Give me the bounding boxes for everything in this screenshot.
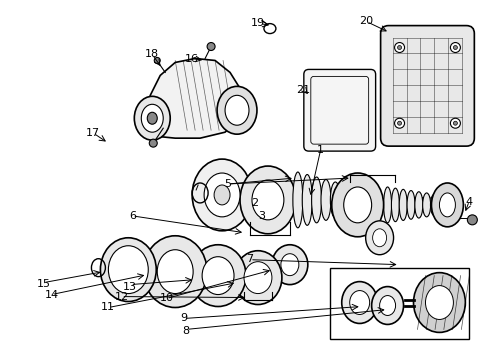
Ellipse shape bbox=[147, 112, 157, 124]
Ellipse shape bbox=[449, 118, 459, 128]
Ellipse shape bbox=[390, 188, 399, 222]
Text: 14: 14 bbox=[45, 290, 59, 300]
Ellipse shape bbox=[467, 215, 476, 225]
Text: 13: 13 bbox=[122, 282, 137, 292]
Ellipse shape bbox=[379, 296, 395, 315]
Text: 11: 11 bbox=[101, 302, 115, 312]
Ellipse shape bbox=[214, 185, 229, 205]
Ellipse shape bbox=[244, 262, 271, 293]
FancyBboxPatch shape bbox=[303, 69, 375, 151]
Ellipse shape bbox=[311, 177, 321, 223]
Text: 16: 16 bbox=[184, 54, 199, 64]
Ellipse shape bbox=[292, 172, 302, 228]
Ellipse shape bbox=[100, 238, 156, 302]
Ellipse shape bbox=[339, 184, 349, 215]
Ellipse shape bbox=[422, 193, 430, 217]
Text: 12: 12 bbox=[114, 292, 128, 302]
Ellipse shape bbox=[302, 175, 311, 225]
Ellipse shape bbox=[343, 187, 371, 223]
Text: 18: 18 bbox=[144, 49, 159, 59]
Ellipse shape bbox=[394, 118, 404, 128]
FancyBboxPatch shape bbox=[380, 26, 473, 146]
Ellipse shape bbox=[217, 86, 256, 134]
Ellipse shape bbox=[149, 139, 157, 147]
Text: 17: 17 bbox=[86, 129, 100, 138]
Ellipse shape bbox=[413, 273, 465, 332]
Ellipse shape bbox=[320, 180, 330, 220]
Ellipse shape bbox=[425, 285, 452, 319]
Ellipse shape bbox=[406, 190, 414, 219]
Text: 2: 2 bbox=[250, 198, 257, 208]
Ellipse shape bbox=[414, 192, 422, 218]
Text: 21: 21 bbox=[295, 85, 309, 95]
Ellipse shape bbox=[141, 104, 163, 132]
Ellipse shape bbox=[271, 245, 307, 285]
Ellipse shape bbox=[439, 193, 454, 217]
Text: 5: 5 bbox=[224, 179, 230, 189]
Ellipse shape bbox=[398, 189, 407, 220]
Ellipse shape bbox=[330, 182, 340, 218]
Ellipse shape bbox=[383, 187, 391, 223]
Ellipse shape bbox=[202, 257, 234, 294]
Text: 4: 4 bbox=[464, 197, 471, 207]
Text: 20: 20 bbox=[359, 17, 373, 27]
Text: 19: 19 bbox=[250, 18, 264, 28]
Ellipse shape bbox=[371, 287, 403, 324]
Ellipse shape bbox=[429, 194, 438, 216]
Ellipse shape bbox=[207, 42, 215, 50]
Text: 3: 3 bbox=[258, 211, 264, 221]
Ellipse shape bbox=[234, 251, 281, 305]
Ellipse shape bbox=[397, 45, 401, 50]
Text: 10: 10 bbox=[159, 293, 173, 303]
Ellipse shape bbox=[331, 173, 383, 237]
Ellipse shape bbox=[372, 229, 386, 247]
Text: 6: 6 bbox=[128, 211, 136, 221]
Ellipse shape bbox=[203, 173, 240, 217]
Ellipse shape bbox=[365, 221, 393, 255]
Ellipse shape bbox=[224, 95, 248, 125]
Ellipse shape bbox=[341, 282, 377, 323]
Ellipse shape bbox=[134, 96, 170, 140]
Ellipse shape bbox=[157, 250, 193, 293]
Text: 15: 15 bbox=[37, 279, 50, 289]
Ellipse shape bbox=[397, 121, 401, 125]
Ellipse shape bbox=[240, 166, 295, 234]
Text: 7: 7 bbox=[245, 254, 252, 264]
Ellipse shape bbox=[143, 236, 207, 307]
Ellipse shape bbox=[108, 246, 148, 293]
Text: 1: 1 bbox=[316, 144, 323, 154]
Ellipse shape bbox=[192, 159, 251, 231]
Polygon shape bbox=[145, 58, 242, 138]
Ellipse shape bbox=[430, 183, 463, 227]
Ellipse shape bbox=[190, 245, 245, 306]
Text: 8: 8 bbox=[182, 325, 189, 336]
FancyBboxPatch shape bbox=[329, 268, 468, 339]
Ellipse shape bbox=[452, 45, 456, 50]
Ellipse shape bbox=[349, 291, 369, 315]
Ellipse shape bbox=[394, 42, 404, 53]
Ellipse shape bbox=[452, 121, 456, 125]
Ellipse shape bbox=[449, 42, 459, 53]
Ellipse shape bbox=[251, 180, 284, 220]
Ellipse shape bbox=[154, 58, 160, 63]
Ellipse shape bbox=[280, 254, 298, 276]
Text: 9: 9 bbox=[180, 313, 187, 323]
